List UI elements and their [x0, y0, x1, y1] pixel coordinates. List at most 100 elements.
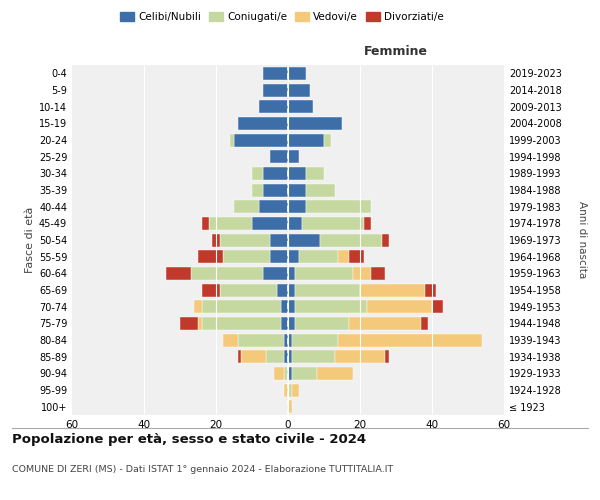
Bar: [274, 367, 284, 380]
Bar: [288, 84, 310, 96]
Bar: [209, 217, 252, 230]
Bar: [223, 334, 238, 346]
Bar: [198, 250, 223, 263]
Text: COMUNE DI ZERI (MS) - Dati ISTAT 1° gennaio 2024 - Elaborazione TUTTITALIA.IT: COMUNE DI ZERI (MS) - Dati ISTAT 1° genn…: [12, 466, 393, 474]
Bar: [259, 100, 288, 113]
Bar: [364, 217, 371, 230]
Bar: [241, 350, 266, 363]
Bar: [338, 334, 482, 346]
Bar: [288, 334, 292, 346]
Bar: [382, 234, 389, 246]
Bar: [324, 134, 331, 146]
Bar: [234, 134, 288, 146]
Bar: [234, 200, 259, 213]
Bar: [266, 350, 284, 363]
Bar: [288, 384, 292, 396]
Bar: [288, 284, 295, 296]
Bar: [306, 200, 371, 213]
Bar: [252, 167, 263, 180]
Bar: [270, 250, 288, 263]
Bar: [360, 284, 425, 296]
Bar: [284, 384, 288, 396]
Bar: [288, 217, 302, 230]
Bar: [198, 317, 202, 330]
Bar: [349, 250, 364, 263]
Bar: [288, 350, 292, 363]
Bar: [288, 167, 306, 180]
Bar: [338, 250, 349, 263]
Bar: [292, 367, 317, 380]
Bar: [180, 317, 198, 330]
Bar: [252, 184, 263, 196]
Bar: [191, 267, 263, 280]
Bar: [263, 67, 288, 80]
Bar: [295, 267, 353, 280]
Bar: [202, 317, 281, 330]
Bar: [277, 284, 288, 296]
Bar: [295, 317, 349, 330]
Text: Anni di nascita: Anni di nascita: [577, 202, 587, 278]
Bar: [371, 267, 385, 280]
Bar: [166, 267, 191, 280]
Bar: [288, 117, 342, 130]
Bar: [230, 134, 234, 146]
Bar: [295, 300, 367, 313]
Bar: [288, 250, 299, 263]
Bar: [335, 350, 385, 363]
Bar: [212, 234, 220, 246]
Bar: [202, 217, 209, 230]
Bar: [263, 184, 288, 196]
Bar: [292, 384, 299, 396]
Bar: [302, 217, 364, 230]
Bar: [288, 150, 299, 163]
Bar: [259, 200, 288, 213]
Bar: [306, 167, 324, 180]
Bar: [288, 100, 313, 113]
Bar: [284, 350, 288, 363]
Bar: [320, 234, 382, 246]
Bar: [421, 317, 428, 330]
Bar: [263, 167, 288, 180]
Bar: [284, 367, 288, 380]
Bar: [432, 300, 443, 313]
Y-axis label: Fasce di età: Fasce di età: [25, 207, 35, 273]
Bar: [288, 200, 306, 213]
Text: Femmine: Femmine: [364, 45, 428, 58]
Bar: [306, 184, 335, 196]
Bar: [299, 250, 338, 263]
Bar: [288, 267, 295, 280]
Bar: [292, 334, 338, 346]
Bar: [288, 367, 292, 380]
Bar: [194, 300, 202, 313]
Text: Popolazione per età, sesso e stato civile - 2024: Popolazione per età, sesso e stato civil…: [12, 432, 366, 446]
Bar: [288, 234, 320, 246]
Bar: [270, 234, 288, 246]
Bar: [367, 300, 432, 313]
Bar: [288, 134, 324, 146]
Bar: [220, 234, 270, 246]
Bar: [238, 117, 288, 130]
Bar: [263, 267, 288, 280]
Bar: [288, 184, 306, 196]
Bar: [288, 67, 306, 80]
Bar: [292, 350, 335, 363]
Bar: [238, 350, 241, 363]
Bar: [288, 400, 292, 413]
Bar: [263, 84, 288, 96]
Bar: [295, 284, 360, 296]
Bar: [281, 300, 288, 313]
Bar: [288, 300, 295, 313]
Bar: [353, 267, 371, 280]
Bar: [252, 217, 288, 230]
Bar: [288, 317, 295, 330]
Bar: [238, 334, 284, 346]
Bar: [349, 317, 421, 330]
Legend: Celibi/Nubili, Coniugati/e, Vedovi/e, Divorziati/e: Celibi/Nubili, Coniugati/e, Vedovi/e, Di…: [116, 8, 448, 26]
Bar: [202, 284, 220, 296]
Bar: [317, 367, 353, 380]
Bar: [425, 284, 436, 296]
Bar: [270, 150, 288, 163]
Bar: [385, 350, 389, 363]
Bar: [284, 334, 288, 346]
Bar: [220, 284, 277, 296]
